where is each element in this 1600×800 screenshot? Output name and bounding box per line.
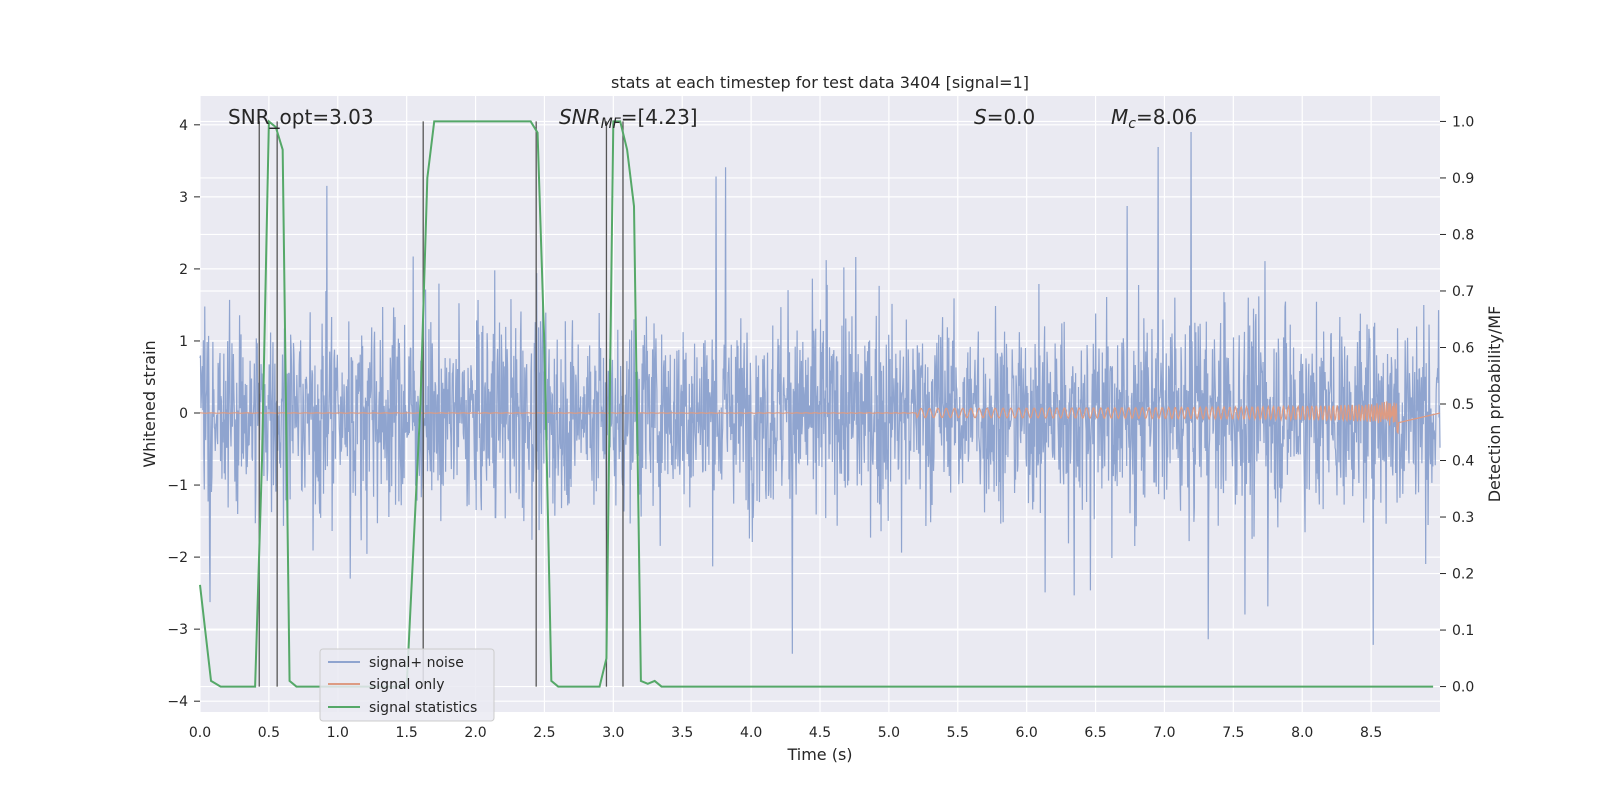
x-tick-label: 6.5: [1084, 725, 1106, 741]
annotation-mc: Mc=8.06: [1111, 105, 1197, 132]
y-tick-label-right: 0.9: [1452, 171, 1474, 187]
x-tick-label: 2.5: [533, 725, 555, 741]
legend-label-signal: signal only: [369, 677, 444, 693]
y-axis-label-left: Whitened strain: [140, 340, 159, 467]
legend-label-noise: signal+ noise: [369, 655, 464, 671]
vertical-markers: [258, 121, 624, 687]
legend-box: [319, 648, 495, 722]
y-tick-label-right: 0.0: [1452, 680, 1474, 696]
y-tick-label-right: 0.2: [1452, 567, 1474, 583]
y-tick-label-right: 0.1: [1452, 623, 1474, 639]
x-tick-label: 4.0: [740, 725, 762, 741]
annotation-snr-mf: SNRMF=[4.23]: [559, 105, 698, 132]
y-tick-label-left: 2: [179, 262, 188, 278]
signal-only-series: [199, 401, 1441, 435]
x-tick-label: 3.0: [602, 725, 624, 741]
y-tick-label-left: 4: [179, 118, 188, 134]
x-tick-label: 5.5: [947, 725, 969, 741]
y-tick-label-left: 3: [179, 190, 188, 206]
y-tick-label-left: −4: [167, 694, 188, 710]
x-tick-label: 1.0: [327, 725, 349, 741]
y-tick-label-right: 0.5: [1452, 397, 1474, 413]
x-tick-label: 8.0: [1291, 725, 1313, 741]
x-tick-label: 7.0: [1153, 725, 1175, 741]
x-tick-label: 0.0: [189, 725, 211, 741]
x-tick-label: 7.5: [1222, 725, 1244, 741]
series-line-signal-only: [199, 401, 1441, 435]
annotation-s: S=0.0: [974, 105, 1035, 129]
y-tick-label-right: 0.4: [1452, 454, 1474, 470]
y-tick-label-left: −2: [167, 550, 188, 566]
x-tick-label: 2.0: [464, 725, 486, 741]
y-tick-label-right: 0.7: [1452, 284, 1474, 300]
series-line-signal-noise: [199, 132, 1441, 654]
y-tick-label-left: 1: [179, 334, 188, 350]
tick-labels: 0.0 0.5 1.0 1.5 2.0 2.5 3.0 3.5 4.0 4.5 5.0 5.5 6.0 6…: [167, 114, 1474, 741]
x-tick-label: 5.0: [878, 725, 900, 741]
x-tick-label: 4.5: [809, 725, 831, 741]
series-line-signal-statistics: [199, 119, 1434, 688]
y-tick-label-right: 1.0: [1452, 114, 1474, 130]
signal-statistics-series: [199, 119, 1434, 688]
x-tick-label: 8.5: [1360, 725, 1382, 741]
x-tick-label: 3.5: [671, 725, 693, 741]
y-tick-label-left: −1: [167, 478, 188, 494]
legend-label-stats: signal statistics: [369, 700, 477, 716]
legend: signal+ noise signal only signal statist…: [319, 648, 495, 722]
y-tick-label-right: 0.3: [1452, 510, 1474, 526]
y-tick-label-right: 0.8: [1452, 227, 1474, 243]
x-tick-label: 0.5: [258, 725, 280, 741]
y-tick-label-left: −3: [167, 622, 188, 638]
y-tick-label-right: 0.6: [1452, 340, 1474, 356]
chart-title: stats at each timestep for test data 340…: [611, 73, 1029, 92]
signal-noise-series: [199, 132, 1441, 654]
x-axis-label: Time (s): [786, 745, 852, 764]
y-tick-label-left: 0: [179, 406, 188, 422]
y-axis-label-right: Detection probability/MF: [1485, 306, 1504, 503]
x-tick-label: 6.0: [1016, 725, 1038, 741]
annotation-snr-opt: SNR_opt=3.03: [228, 105, 374, 129]
x-tick-label: 1.5: [396, 725, 418, 741]
